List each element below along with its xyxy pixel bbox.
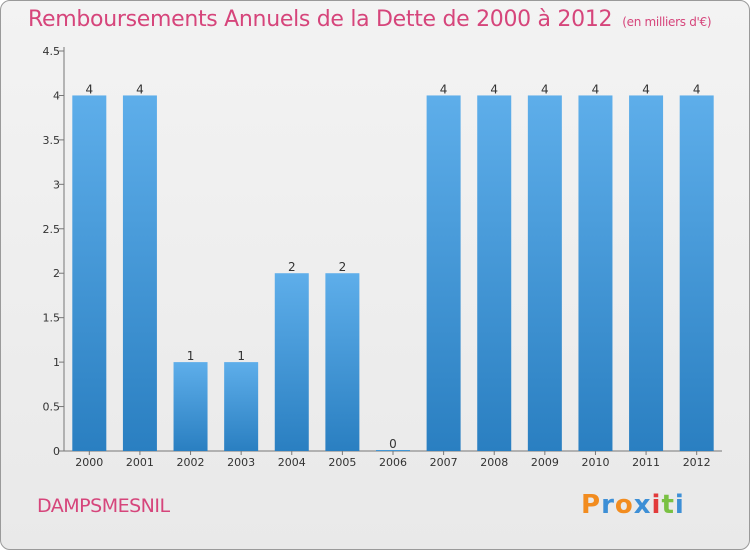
bar bbox=[325, 273, 360, 451]
bar-value-label: 4 bbox=[490, 82, 498, 96]
x-tick-label: 2004 bbox=[278, 456, 306, 469]
bar-value-label: 4 bbox=[136, 82, 144, 96]
x-tick-label: 2000 bbox=[75, 456, 103, 469]
x-tick-label: 2007 bbox=[430, 456, 458, 469]
y-tick-label: 3 bbox=[53, 178, 60, 191]
bar bbox=[224, 362, 259, 451]
x-tick-label: 2006 bbox=[379, 456, 407, 469]
bar-value-label: 4 bbox=[642, 82, 650, 96]
y-tick-label: 2 bbox=[53, 267, 60, 280]
bar bbox=[72, 95, 107, 451]
y-tick-label: 4.5 bbox=[43, 45, 61, 58]
bar bbox=[629, 95, 664, 451]
logo-letter: o bbox=[614, 490, 634, 520]
logo-letter: P bbox=[581, 490, 602, 520]
bar bbox=[477, 95, 512, 451]
y-tick-label: 0 bbox=[53, 445, 60, 458]
x-tick-label: 2005 bbox=[328, 456, 356, 469]
logo-letter: x bbox=[633, 490, 652, 520]
bar-value-label: 4 bbox=[85, 82, 93, 96]
chart-title-text: Remboursements Annuels de la Dette de 20… bbox=[28, 7, 613, 32]
proxiti-logo: Proxiti bbox=[581, 490, 685, 520]
bar-value-label: 4 bbox=[440, 82, 448, 96]
x-tick-label: 2003 bbox=[227, 456, 255, 469]
x-tick-label: 2009 bbox=[531, 456, 559, 469]
y-tick-label: 3.5 bbox=[43, 134, 61, 147]
bar bbox=[122, 95, 157, 451]
logo-letter: t bbox=[661, 490, 675, 520]
bar-value-label: 2 bbox=[288, 260, 296, 274]
bar bbox=[679, 95, 714, 451]
x-tick-label: 2001 bbox=[126, 456, 154, 469]
bar-value-label: 4 bbox=[693, 82, 701, 96]
y-tick-label: 1 bbox=[53, 356, 60, 369]
x-tick-label: 2002 bbox=[177, 456, 205, 469]
commune-name: DAMPSMESNIL bbox=[37, 495, 170, 517]
logo-letter: i bbox=[674, 490, 685, 520]
y-tick-label: 0.5 bbox=[43, 401, 61, 414]
bar bbox=[527, 95, 562, 451]
chart-title: Remboursements Annuels de la Dette de 20… bbox=[28, 7, 712, 32]
bar bbox=[426, 95, 461, 451]
y-tick-label: 4 bbox=[53, 89, 60, 102]
x-tick-label: 2010 bbox=[581, 456, 609, 469]
bar-value-label: 4 bbox=[541, 82, 549, 96]
bar-value-label: 4 bbox=[592, 82, 600, 96]
bar-value-label: 0 bbox=[389, 437, 397, 451]
logo-letter: i bbox=[651, 490, 662, 520]
logo-letter: r bbox=[601, 490, 615, 520]
y-tick-label: 1.5 bbox=[43, 312, 61, 325]
x-tick-label: 2011 bbox=[632, 456, 660, 469]
bar-value-label: 1 bbox=[237, 349, 245, 363]
x-tick-label: 2012 bbox=[683, 456, 711, 469]
y-tick-label: 2.5 bbox=[43, 223, 61, 236]
bar bbox=[274, 273, 309, 451]
bar-value-label: 1 bbox=[187, 349, 195, 363]
bar bbox=[173, 362, 208, 451]
bar-value-label: 2 bbox=[339, 260, 347, 274]
unit-note: (en milliers d'€) bbox=[622, 15, 712, 29]
bar bbox=[578, 95, 613, 451]
bar bbox=[376, 450, 410, 451]
x-tick-label: 2008 bbox=[480, 456, 508, 469]
